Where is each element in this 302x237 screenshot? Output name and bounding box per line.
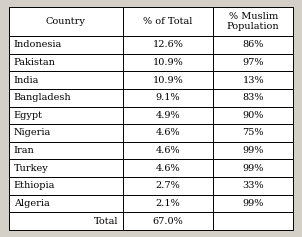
Text: Bangladesh: Bangladesh bbox=[14, 93, 71, 102]
Bar bbox=[123, 142, 214, 160]
Text: Total: Total bbox=[94, 217, 118, 226]
Text: 10.9%: 10.9% bbox=[153, 58, 183, 67]
Text: Indonesia: Indonesia bbox=[14, 40, 62, 49]
Bar bbox=[123, 212, 214, 230]
Bar bbox=[9, 107, 123, 124]
Text: India: India bbox=[14, 76, 39, 85]
Text: % Muslim
Population: % Muslim Population bbox=[227, 12, 280, 31]
Text: 2.1%: 2.1% bbox=[156, 199, 180, 208]
Text: 99%: 99% bbox=[243, 146, 264, 155]
Text: 4.6%: 4.6% bbox=[156, 164, 180, 173]
Bar bbox=[214, 124, 293, 142]
Bar bbox=[214, 7, 293, 36]
Bar bbox=[214, 54, 293, 71]
Text: 13%: 13% bbox=[243, 76, 264, 85]
Text: Turkey: Turkey bbox=[14, 164, 48, 173]
Bar bbox=[9, 177, 123, 195]
Text: Iran: Iran bbox=[14, 146, 34, 155]
Text: 33%: 33% bbox=[243, 181, 264, 190]
Bar bbox=[123, 160, 214, 177]
Text: Egypt: Egypt bbox=[14, 111, 43, 120]
Bar bbox=[9, 195, 123, 212]
Bar bbox=[214, 195, 293, 212]
Text: Pakistan: Pakistan bbox=[14, 58, 56, 67]
Bar bbox=[214, 107, 293, 124]
Text: 99%: 99% bbox=[243, 199, 264, 208]
Text: Algeria: Algeria bbox=[14, 199, 49, 208]
Bar bbox=[214, 36, 293, 54]
Bar bbox=[9, 124, 123, 142]
Bar bbox=[9, 54, 123, 71]
Bar bbox=[214, 177, 293, 195]
Text: 4.9%: 4.9% bbox=[156, 111, 180, 120]
Text: 86%: 86% bbox=[243, 40, 264, 49]
Bar bbox=[123, 107, 214, 124]
Text: % of Total: % of Total bbox=[143, 17, 193, 26]
Text: 83%: 83% bbox=[243, 93, 264, 102]
Bar bbox=[9, 36, 123, 54]
Text: 4.6%: 4.6% bbox=[156, 128, 180, 137]
Bar bbox=[9, 7, 123, 36]
Bar bbox=[214, 89, 293, 107]
Bar bbox=[214, 142, 293, 160]
Bar bbox=[123, 177, 214, 195]
Text: 99%: 99% bbox=[243, 164, 264, 173]
Bar bbox=[9, 71, 123, 89]
Text: 9.1%: 9.1% bbox=[156, 93, 180, 102]
Bar bbox=[9, 212, 123, 230]
Bar bbox=[9, 160, 123, 177]
Bar bbox=[123, 71, 214, 89]
Text: 10.9%: 10.9% bbox=[153, 76, 183, 85]
Bar bbox=[9, 89, 123, 107]
Text: 2.7%: 2.7% bbox=[156, 181, 180, 190]
Bar bbox=[123, 124, 214, 142]
Text: 4.6%: 4.6% bbox=[156, 146, 180, 155]
Bar bbox=[214, 212, 293, 230]
Text: Ethiopia: Ethiopia bbox=[14, 181, 55, 190]
Text: 90%: 90% bbox=[243, 111, 264, 120]
Text: Nigeria: Nigeria bbox=[14, 128, 51, 137]
Bar bbox=[123, 195, 214, 212]
Bar bbox=[123, 54, 214, 71]
Text: 67.0%: 67.0% bbox=[153, 217, 183, 226]
Text: 12.6%: 12.6% bbox=[153, 40, 184, 49]
Bar bbox=[123, 89, 214, 107]
Bar bbox=[9, 142, 123, 160]
Bar bbox=[214, 71, 293, 89]
Text: Country: Country bbox=[46, 17, 86, 26]
Bar bbox=[214, 160, 293, 177]
Bar bbox=[123, 36, 214, 54]
Text: 75%: 75% bbox=[243, 128, 264, 137]
Bar bbox=[123, 7, 214, 36]
Text: 97%: 97% bbox=[243, 58, 264, 67]
